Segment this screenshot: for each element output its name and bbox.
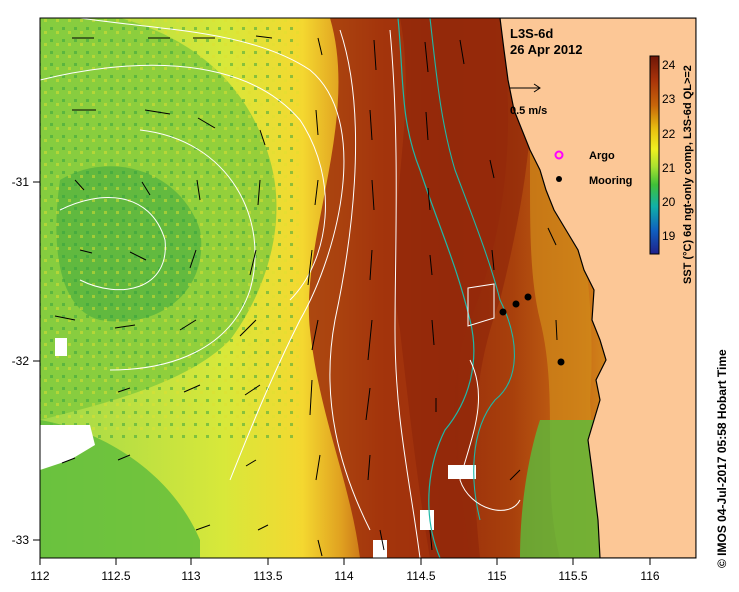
y-tick-label: -31 <box>12 175 30 189</box>
x-tick-label: 113 <box>181 569 200 583</box>
mooring-label: Mooring <box>589 175 632 187</box>
x-tick-label: 113.5 <box>253 569 282 583</box>
y-tick-label: -33 <box>12 533 30 547</box>
argo-marker-icon <box>554 150 564 160</box>
colorbar-tick: 19 <box>662 229 676 243</box>
credit-text: © IMOS 04-Jul-2017 05:58 Hobart Time <box>715 349 729 568</box>
x-tick-label: 112.5 <box>101 569 130 583</box>
colorbar-scale <box>649 55 660 255</box>
mooring-marker-icon <box>556 176 562 182</box>
colorbar-tick: 24 <box>662 58 676 72</box>
x-tick-label: 115.5 <box>558 569 587 583</box>
product-label: L3S-6d <box>510 26 553 41</box>
vector-scale-label: 0.5 m/s <box>510 105 547 117</box>
colorbar-tick: 21 <box>662 161 676 175</box>
x-tick-label: 114.5 <box>406 569 435 583</box>
colorbar-tick: 23 <box>662 92 676 106</box>
plot-frame <box>39 17 697 559</box>
colorbar-label: SST (°C) 6d ngt-only comp, L3S-6d QL>=2 <box>682 65 694 284</box>
colorbar: 24 23 22 21 20 19 SST (°C) 6d ngt-only c… <box>649 55 694 284</box>
x-tick-label: 116 <box>640 569 659 583</box>
mooring-markers <box>499 293 565 366</box>
x-tick-label: 112 <box>30 569 49 583</box>
x-tick-label: 115 <box>487 569 506 583</box>
land-mass <box>499 18 696 558</box>
sst-field <box>40 18 696 558</box>
colorbar-tick: 22 <box>662 127 676 141</box>
x-tick-label: 114 <box>334 569 353 583</box>
current-vectors <box>54 35 558 557</box>
argo-label: Argo <box>589 150 615 162</box>
marker-legend: Argo Mooring <box>554 150 632 187</box>
y-tick-label: -32 <box>12 354 30 368</box>
date-label: 26 Apr 2012 <box>510 42 583 57</box>
colorbar-tick: 20 <box>662 195 676 209</box>
